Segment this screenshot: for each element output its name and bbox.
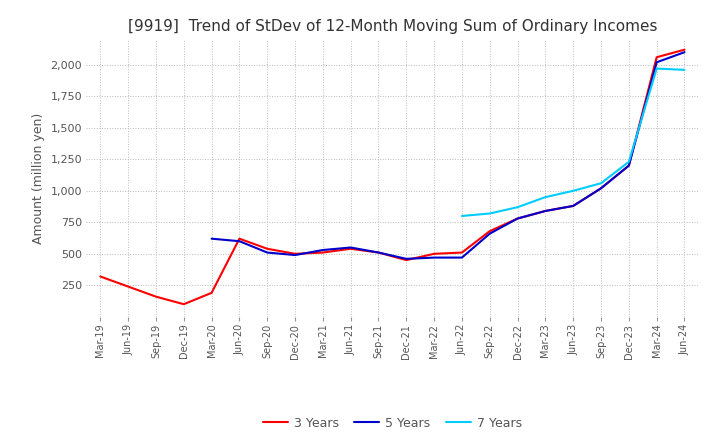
- 7 Years: [652, 66, 661, 71]
- 5 Years: [652, 60, 661, 65]
- 3 Years: [430, 251, 438, 257]
- 3 Years: [124, 284, 132, 289]
- 5 Years: [318, 247, 327, 253]
- Line: 5 Years: 5 Years: [212, 52, 685, 259]
- 3 Years: [291, 251, 300, 257]
- 3 Years: [541, 208, 550, 213]
- 3 Years: [624, 163, 633, 168]
- 5 Years: [291, 253, 300, 258]
- 5 Years: [513, 216, 522, 221]
- 5 Years: [458, 255, 467, 260]
- 3 Years: [263, 246, 271, 251]
- 5 Years: [263, 250, 271, 255]
- 7 Years: [680, 67, 689, 73]
- 5 Years: [430, 255, 438, 260]
- 3 Years: [318, 250, 327, 255]
- Y-axis label: Amount (million yen): Amount (million yen): [32, 113, 45, 244]
- 3 Years: [402, 257, 410, 263]
- 5 Years: [207, 236, 216, 241]
- 3 Years: [207, 290, 216, 296]
- Title: [9919]  Trend of StDev of 12-Month Moving Sum of Ordinary Incomes: [9919] Trend of StDev of 12-Month Moving…: [127, 19, 657, 34]
- 3 Years: [235, 236, 243, 241]
- 5 Years: [624, 163, 633, 168]
- Line: 3 Years: 3 Years: [100, 50, 685, 304]
- 5 Years: [541, 208, 550, 213]
- 3 Years: [96, 274, 104, 279]
- 7 Years: [597, 180, 606, 186]
- 3 Years: [458, 250, 467, 255]
- Legend: 3 Years, 5 Years, 7 Years: 3 Years, 5 Years, 7 Years: [258, 412, 527, 435]
- 7 Years: [485, 211, 494, 216]
- 7 Years: [569, 188, 577, 194]
- Line: 7 Years: 7 Years: [462, 69, 685, 216]
- 5 Years: [235, 238, 243, 244]
- 3 Years: [597, 186, 606, 191]
- 3 Years: [652, 55, 661, 60]
- 3 Years: [179, 301, 188, 307]
- 7 Years: [624, 159, 633, 165]
- 5 Years: [346, 245, 355, 250]
- 5 Years: [402, 256, 410, 261]
- 5 Years: [485, 231, 494, 236]
- 5 Years: [374, 250, 383, 255]
- 7 Years: [541, 194, 550, 200]
- 3 Years: [346, 246, 355, 251]
- 3 Years: [374, 250, 383, 255]
- 3 Years: [680, 47, 689, 52]
- 3 Years: [152, 294, 161, 299]
- 5 Years: [680, 50, 689, 55]
- 5 Years: [569, 203, 577, 209]
- 3 Years: [513, 216, 522, 221]
- 7 Years: [458, 213, 467, 219]
- 3 Years: [485, 228, 494, 234]
- 5 Years: [597, 186, 606, 191]
- 3 Years: [569, 203, 577, 209]
- 7 Years: [513, 205, 522, 210]
